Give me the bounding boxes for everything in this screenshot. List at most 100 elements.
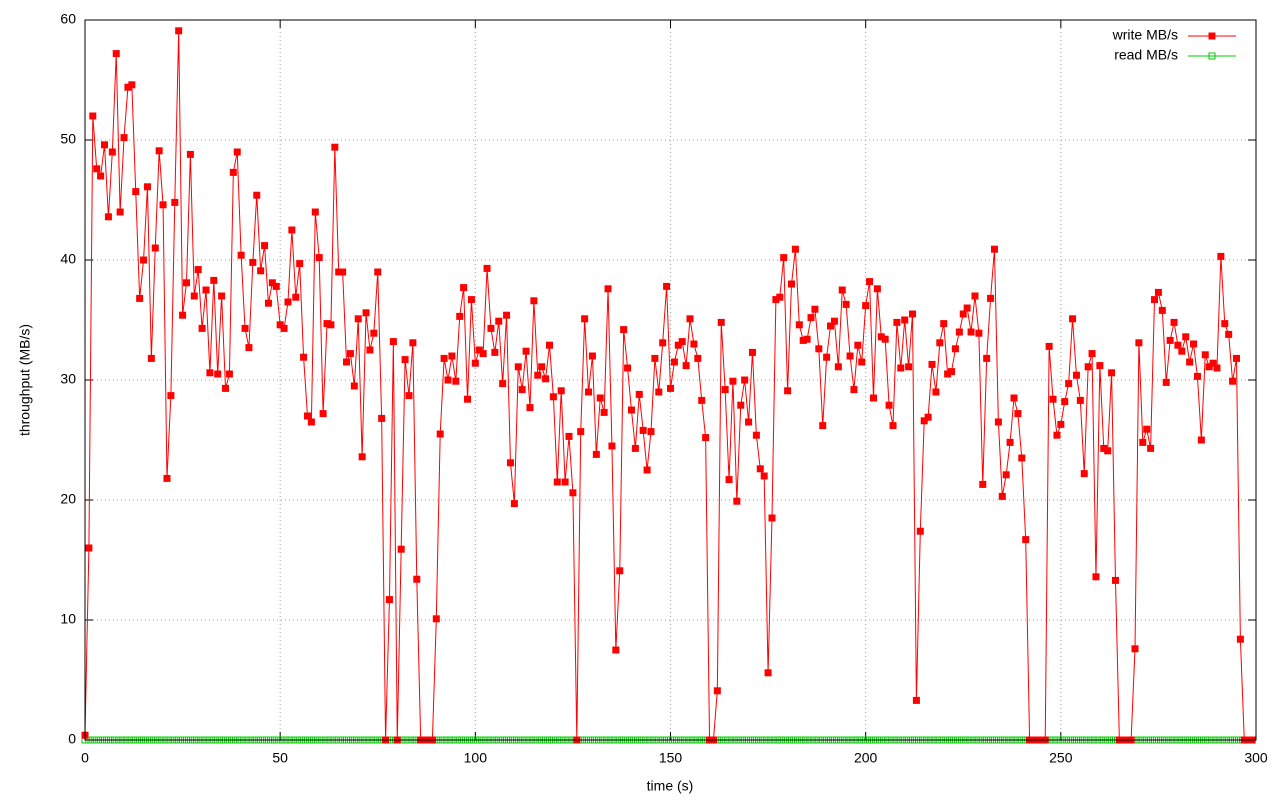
point (678, 338, 686, 346)
point (631, 444, 639, 452)
point (936, 339, 944, 347)
point (1236, 635, 1244, 643)
point (1229, 377, 1237, 385)
point (210, 276, 218, 284)
point (471, 359, 479, 367)
point (948, 368, 956, 376)
point (912, 696, 920, 704)
point (588, 352, 596, 360)
point (159, 201, 167, 209)
point (331, 143, 339, 151)
point (120, 134, 128, 142)
point (1096, 362, 1104, 370)
point (713, 687, 721, 695)
point (366, 346, 374, 354)
point (760, 472, 768, 480)
x-tick-label: 100 (464, 750, 488, 766)
point (510, 500, 518, 508)
plot-border (84, 19, 1257, 741)
point (1002, 471, 1010, 479)
point (499, 380, 507, 388)
point (748, 348, 756, 356)
point (1088, 350, 1096, 358)
point (1022, 536, 1030, 544)
point (506, 459, 514, 467)
x-tick-label: 250 (1049, 750, 1073, 766)
y-tick-label: 0 (68, 731, 76, 747)
point (983, 354, 991, 362)
point (101, 141, 109, 149)
point (643, 466, 651, 474)
point (741, 376, 749, 384)
point (346, 350, 354, 358)
point (592, 450, 600, 458)
point (136, 294, 144, 302)
point (885, 401, 893, 409)
x-tick-label: 300 (1244, 750, 1268, 766)
point (182, 279, 190, 287)
point (928, 360, 936, 368)
point (557, 387, 565, 395)
point (733, 497, 741, 505)
point (963, 304, 971, 312)
point (1006, 438, 1014, 446)
point (151, 244, 159, 252)
point (737, 401, 745, 409)
point (776, 293, 784, 301)
point (436, 430, 444, 438)
point (549, 393, 557, 401)
point (1225, 330, 1233, 338)
point (616, 567, 624, 575)
point (1069, 315, 1077, 323)
point (901, 316, 909, 324)
point (225, 370, 233, 378)
point (663, 282, 671, 290)
point (362, 309, 370, 317)
point (651, 354, 659, 362)
point (526, 404, 534, 412)
point (280, 324, 288, 332)
point (1072, 371, 1080, 379)
y-tick-label: 10 (60, 611, 76, 627)
y-axis-label: throughput (MB/s) (17, 324, 33, 436)
point (167, 392, 175, 400)
point (702, 434, 710, 442)
point (635, 390, 643, 398)
point (682, 362, 690, 370)
point (218, 292, 226, 300)
point (303, 412, 311, 420)
legend-swatch-point (1208, 32, 1216, 40)
point (698, 396, 706, 404)
point (686, 315, 694, 323)
point (600, 408, 608, 416)
point (264, 299, 272, 307)
point (233, 148, 241, 156)
point (667, 384, 674, 392)
point (940, 320, 948, 328)
point (542, 375, 550, 383)
point (1182, 333, 1190, 341)
point (627, 406, 635, 414)
point (1061, 398, 1069, 406)
point (725, 476, 733, 484)
point (89, 112, 97, 120)
point (241, 324, 249, 332)
x-tick-label: 50 (272, 750, 288, 766)
point (889, 422, 897, 430)
point (811, 305, 819, 313)
point (596, 394, 604, 402)
point (819, 422, 827, 430)
point (1053, 431, 1061, 439)
point (491, 348, 499, 356)
point (479, 350, 487, 358)
point (553, 478, 561, 486)
point (955, 328, 963, 336)
point (253, 191, 261, 199)
point (237, 251, 245, 259)
point (924, 413, 932, 421)
point (464, 395, 472, 403)
point (456, 312, 464, 320)
point (1166, 336, 1174, 344)
point (624, 364, 632, 372)
